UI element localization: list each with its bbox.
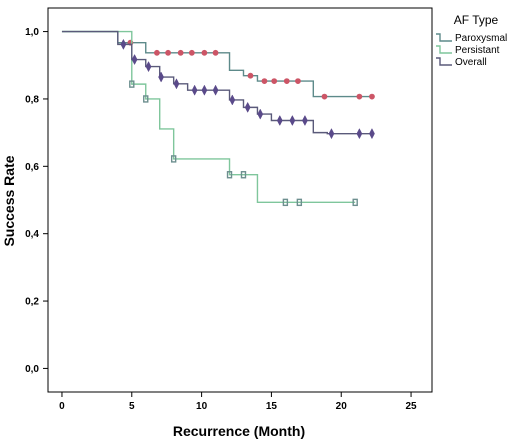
y-tick-label: 0,2 [25, 297, 39, 308]
censor-marker [177, 49, 184, 56]
censor-marker [188, 49, 195, 56]
series-line [61, 30, 372, 98]
legend-item-paroxysmal: Paroxysmal [436, 33, 507, 44]
censor-marker [282, 198, 289, 207]
censor-marker [212, 49, 219, 56]
legend-label: Overall [455, 57, 487, 68]
legend-item-overall: Overall [436, 57, 487, 68]
censor-marker [328, 128, 335, 140]
series-overall [61, 30, 375, 140]
y-axis-ticks: 0,0 0,2 0,4 0,6 0,8 1,0 [25, 27, 48, 375]
censor-marker [191, 84, 198, 96]
censor-marker [295, 78, 301, 84]
x-tick-label: 15 [266, 401, 278, 412]
censor-marker [145, 61, 152, 73]
y-tick-label: 0,8 [25, 94, 39, 105]
censor-marker [158, 71, 164, 83]
censor-marker [131, 53, 138, 66]
censor-marker [201, 84, 208, 96]
legend-item-persistant: Persistant [436, 45, 500, 56]
censor-marker [240, 171, 247, 179]
x-tick-label: 0 [59, 401, 65, 412]
x-tick-label: 25 [405, 401, 417, 412]
censor-marker [154, 49, 160, 56]
censor-marker [296, 198, 303, 207]
censor-marker [120, 38, 127, 50]
censor-marker [201, 49, 208, 56]
censor-marker [143, 95, 149, 103]
series-line [61, 30, 356, 204]
censor-marker [244, 101, 251, 113]
y-tick-label: 0,0 [25, 364, 39, 375]
plot-border [47, 7, 433, 393]
censor-marker [302, 114, 308, 127]
x-tick-label: 10 [196, 401, 208, 412]
legend-label: Paroxysmal [455, 33, 507, 44]
plot-frame [47, 7, 433, 393]
y-tick-label: 0,4 [25, 229, 39, 240]
censor-marker [369, 93, 375, 100]
series-persistant [61, 30, 358, 207]
censor-marker [369, 128, 375, 140]
legend-title: AF Type [454, 13, 499, 27]
y-axis-title: Success Rate [1, 155, 17, 246]
series-paroxysmal [61, 30, 375, 100]
x-axis-ticks: 0 5 10 15 20 25 [59, 392, 417, 412]
censor-marker [283, 78, 290, 84]
censor-marker [170, 155, 177, 163]
censor-marker [352, 198, 358, 207]
series-layer [61, 30, 375, 207]
censor-marker [129, 80, 135, 88]
x-axis-title: Recurrence (Month) [173, 423, 305, 439]
series-line [61, 30, 372, 135]
censor-marker [247, 72, 254, 79]
censor-marker [289, 114, 296, 127]
y-tick-label: 0,6 [25, 162, 39, 173]
censor-marker [212, 84, 219, 96]
censor-marker [173, 78, 180, 90]
censor-marker [276, 114, 283, 127]
censor-marker [257, 108, 264, 120]
legend-swatch [436, 57, 452, 66]
y-tick-label: 1,0 [25, 27, 39, 38]
censor-marker [356, 128, 363, 140]
legend-swatch [436, 33, 452, 42]
x-tick-label: 20 [336, 401, 348, 412]
legend-swatch [436, 45, 452, 54]
censor-marker [356, 93, 363, 100]
censor-marker [226, 171, 233, 179]
censor-marker [261, 78, 268, 84]
censor-marker [321, 93, 328, 100]
censor-marker [271, 78, 278, 84]
censor-marker [165, 49, 171, 56]
censor-marker [229, 94, 236, 106]
x-tick-label: 5 [129, 401, 135, 412]
legend-label: Persistant [455, 45, 500, 56]
